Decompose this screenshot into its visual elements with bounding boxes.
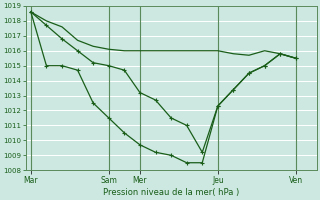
- X-axis label: Pression niveau de la mer( hPa ): Pression niveau de la mer( hPa ): [103, 188, 239, 197]
